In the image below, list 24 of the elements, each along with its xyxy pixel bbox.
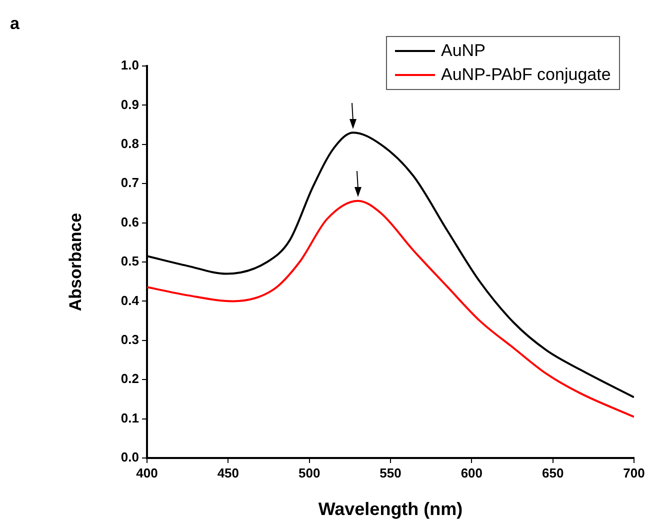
y-tick-label: 0.8 (120, 136, 139, 151)
y-tick-label: 0.7 (120, 175, 139, 190)
x-tick-label: 500 (298, 465, 320, 480)
x-tick-label: 700 (623, 465, 645, 480)
y-tick-label: 0.5 (120, 254, 139, 269)
y-axis-title: Absorbance (66, 212, 85, 312)
legend-label: AuNP (441, 41, 486, 61)
x-axis-title: Wavelength (nm) (318, 499, 463, 520)
y-tick-label: 0.6 (120, 214, 139, 230)
x-tick-label: 650 (542, 465, 564, 480)
x-tick-label: 600 (460, 465, 483, 480)
legend-label: AuNP-PAbF conjugate (441, 65, 611, 85)
x-tick-label: 450 (217, 465, 240, 480)
y-tick-label: 0.4 (120, 292, 140, 308)
text: a (10, 14, 20, 34)
y-tick-label: 0.2 (120, 371, 139, 386)
line-series (147, 200, 634, 418)
x-tick-label: 550 (380, 465, 402, 480)
x-tick-label: 400 (136, 465, 158, 480)
y-tick-label: 0.1 (120, 410, 139, 426)
y-tick-label: 1.0 (120, 58, 139, 73)
y-tick-label: 0.9 (120, 96, 139, 112)
y-tick-label: 0.3 (120, 332, 139, 347)
y-tick-label: 0.0 (120, 450, 139, 465)
